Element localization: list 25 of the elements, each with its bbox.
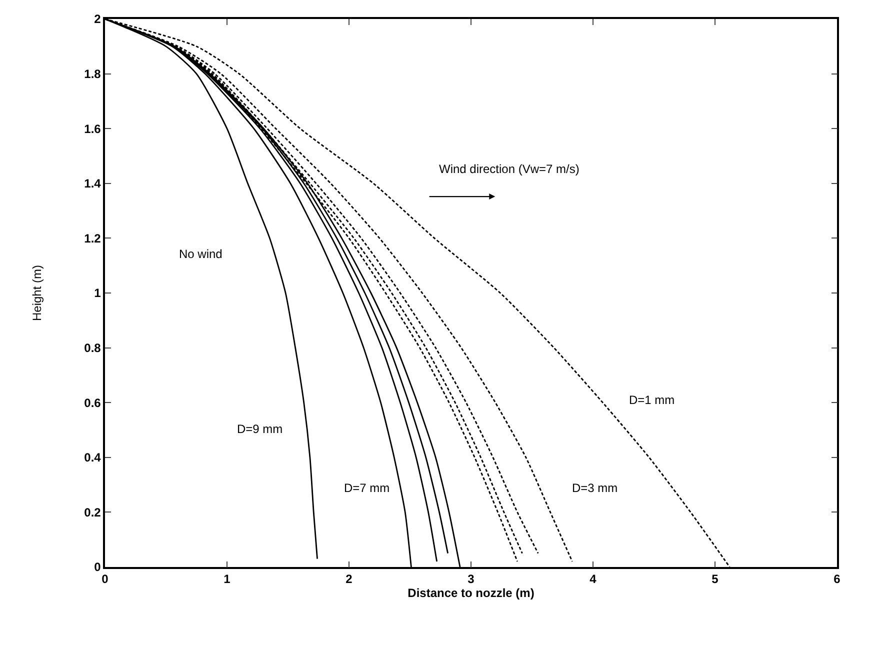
y-tick-label: 1.2 bbox=[84, 231, 102, 246]
y-tick-label: 0.8 bbox=[84, 341, 102, 355]
annotation: D=9 mm bbox=[237, 422, 283, 436]
annotation: D=3 mm bbox=[572, 481, 618, 495]
y-tick-label: 0.4 bbox=[84, 450, 102, 465]
y-tick-label: 0 bbox=[94, 560, 102, 574]
x-tick-label: 2 bbox=[346, 572, 353, 586]
y-tick-label: 0.6 bbox=[84, 396, 102, 410]
annotation: D=1 mm bbox=[629, 393, 675, 407]
y-tick-label: 0.2 bbox=[84, 505, 102, 520]
y-tick-label: 1.8 bbox=[84, 67, 102, 81]
x-tick-label: 4 bbox=[590, 572, 597, 586]
y-tick-label: 2 bbox=[94, 12, 102, 26]
y-tick-label: 1.4 bbox=[84, 176, 102, 191]
annotation: D=7 mm bbox=[344, 481, 390, 495]
x-tick-label: 6 bbox=[834, 572, 841, 586]
annotation: Wind direction (Vw=7 m/s) bbox=[439, 162, 580, 176]
y-tick-label: 1 bbox=[94, 286, 102, 300]
x-tick-label: 3 bbox=[468, 572, 475, 586]
x-axis-title: Distance to nozzle (m) bbox=[408, 586, 534, 600]
annotation: No wind bbox=[179, 247, 222, 261]
x-tick-label: 5 bbox=[712, 572, 719, 586]
y-axis-title: Height (m) bbox=[30, 264, 44, 322]
x-tick-label: 1 bbox=[224, 572, 231, 586]
y-tick-label: 1.6 bbox=[84, 122, 102, 136]
